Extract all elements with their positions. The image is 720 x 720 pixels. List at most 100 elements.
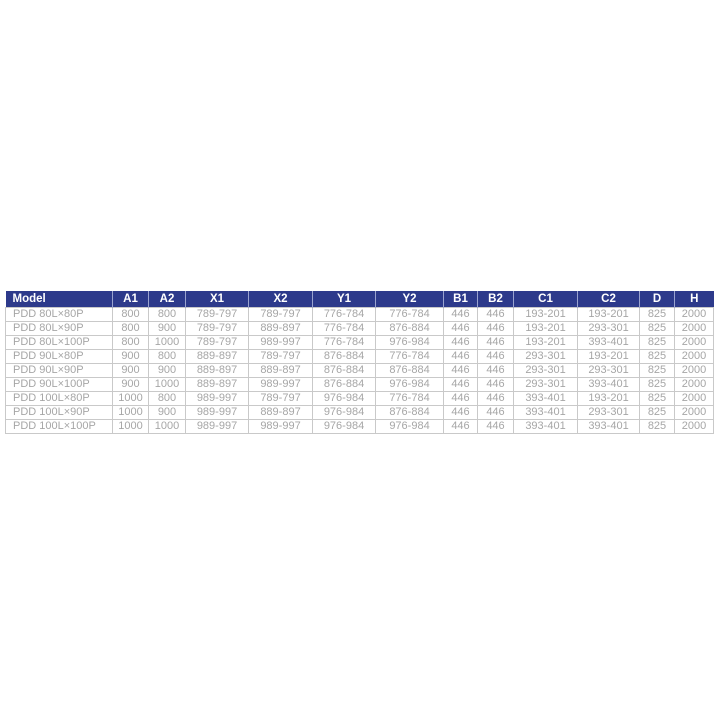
cell-x2: 789-797 <box>248 391 313 406</box>
table-row: PDD 80L×80P 800 800 789-797 789-797 776-784 77… <box>5 307 714 322</box>
column-header-d: D <box>639 291 675 308</box>
column-header-y1: Y1 <box>312 291 376 308</box>
cell-d: 825 <box>639 335 675 350</box>
cell-x2: 889-897 <box>248 405 313 420</box>
cell-x1: 889-897 <box>185 377 249 392</box>
cell-x1: 989-997 <box>185 391 249 406</box>
cell-c1: 393-401 <box>513 405 578 420</box>
cell-b2: 446 <box>477 377 514 392</box>
cell-x2: 989-997 <box>248 419 313 434</box>
cell-y2: 776-784 <box>375 391 444 406</box>
cell-c2: 193-201 <box>577 391 640 406</box>
cell-a2: 900 <box>148 321 186 336</box>
cell-a2: 900 <box>148 363 186 378</box>
cell-d: 825 <box>639 349 675 364</box>
cell-y2: 976-984 <box>375 377 444 392</box>
cell-y2: 876-884 <box>375 321 444 336</box>
column-header-y2: Y2 <box>375 291 444 308</box>
cell-x1: 989-997 <box>185 405 249 420</box>
cell-h: 2000 <box>674 391 714 406</box>
table-row: PDD 100L×90P 1000 900 989-997 889-897 976-984… <box>5 405 714 420</box>
cell-a2: 800 <box>148 391 186 406</box>
cell-d: 825 <box>639 377 675 392</box>
cell-model: PDD 90L×90P <box>5 363 113 378</box>
cell-c1: 293-301 <box>513 363 578 378</box>
cell-h: 2000 <box>674 307 714 322</box>
cell-d: 825 <box>639 307 675 322</box>
cell-d: 825 <box>639 405 675 420</box>
cell-y1: 876-884 <box>312 363 376 378</box>
column-header-c1: C1 <box>513 291 578 308</box>
column-header-b2: B2 <box>477 291 514 308</box>
cell-y2: 976-984 <box>375 335 444 350</box>
cell-a2: 1000 <box>148 419 186 434</box>
cell-y2: 876-884 <box>375 405 444 420</box>
cell-y1: 776-784 <box>312 321 376 336</box>
cell-x1: 989-997 <box>185 419 249 434</box>
cell-b1: 446 <box>443 335 478 350</box>
cell-c2: 193-201 <box>577 349 640 364</box>
header-row: Model A1 A2 X1 X2 Y1 Y2 B1 B2 C1 C2 D H <box>5 291 714 308</box>
cell-b1: 446 <box>443 419 478 434</box>
column-header-model: Model <box>5 291 113 308</box>
cell-h: 2000 <box>674 349 714 364</box>
cell-a1: 800 <box>112 321 149 336</box>
cell-a2: 900 <box>148 405 186 420</box>
cell-c1: 393-401 <box>513 419 578 434</box>
cell-y1: 976-984 <box>312 405 376 420</box>
table-body: PDD 80L×80P 800 800 789-797 789-797 776-784 77… <box>5 307 714 434</box>
cell-c2: 393-401 <box>577 419 640 434</box>
cell-model: PDD 100L×100P <box>5 419 113 434</box>
cell-x2: 789-797 <box>248 307 313 322</box>
cell-c2: 293-301 <box>577 363 640 378</box>
table-row: PDD 100L×100P 1000 1000 989-997 989-997 976-9… <box>5 419 714 434</box>
cell-a1: 1000 <box>112 391 149 406</box>
cell-c1: 393-401 <box>513 391 578 406</box>
cell-c2: 393-401 <box>577 377 640 392</box>
column-header-h: H <box>674 291 714 308</box>
cell-c2: 193-201 <box>577 307 640 322</box>
cell-a1: 1000 <box>112 405 149 420</box>
cell-b1: 446 <box>443 307 478 322</box>
table-row: PDD 80L×100P 800 1000 789-797 989-997 776-784… <box>5 335 714 350</box>
cell-y2: 776-784 <box>375 307 444 322</box>
column-header-a1: A1 <box>112 291 149 308</box>
column-header-x2: X2 <box>248 291 313 308</box>
cell-x2: 889-897 <box>248 321 313 336</box>
cell-b1: 446 <box>443 363 478 378</box>
cell-c1: 293-301 <box>513 377 578 392</box>
cell-b2: 446 <box>477 307 514 322</box>
cell-b1: 446 <box>443 391 478 406</box>
cell-d: 825 <box>639 363 675 378</box>
cell-y2: 976-984 <box>375 419 444 434</box>
cell-a2: 1000 <box>148 377 186 392</box>
cell-x2: 989-997 <box>248 335 313 350</box>
cell-b2: 446 <box>477 391 514 406</box>
table-row: PDD 100L×80P 1000 800 989-997 789-797 976-984… <box>5 391 714 406</box>
cell-c1: 193-201 <box>513 321 578 336</box>
cell-d: 825 <box>639 419 675 434</box>
cell-a2: 800 <box>148 307 186 322</box>
cell-c2: 393-401 <box>577 335 640 350</box>
cell-b1: 446 <box>443 321 478 336</box>
table-row: PDD 90L×80P 900 800 889-897 789-797 876-884 77… <box>5 349 714 364</box>
table-row: PDD 90L×90P 900 900 889-897 889-897 876-884 87… <box>5 363 714 378</box>
cell-x1: 789-797 <box>185 307 249 322</box>
table-row: PDD 90L×100P 900 1000 889-897 989-997 876-884… <box>5 377 714 392</box>
cell-b2: 446 <box>477 419 514 434</box>
cell-h: 2000 <box>674 335 714 350</box>
cell-x1: 889-897 <box>185 363 249 378</box>
table-row: PDD 80L×90P 800 900 789-797 889-897 776-784 87… <box>5 321 714 336</box>
cell-b2: 446 <box>477 405 514 420</box>
cell-y1: 976-984 <box>312 419 376 434</box>
column-header-c2: C2 <box>577 291 640 308</box>
cell-d: 825 <box>639 321 675 336</box>
cell-c1: 193-201 <box>513 335 578 350</box>
column-header-x1: X1 <box>185 291 249 308</box>
cell-y2: 776-784 <box>375 349 444 364</box>
cell-model: PDD 90L×80P <box>5 349 113 364</box>
cell-x1: 789-797 <box>185 335 249 350</box>
cell-a1: 900 <box>112 363 149 378</box>
cell-b2: 446 <box>477 321 514 336</box>
spec-table: Model A1 A2 X1 X2 Y1 Y2 B1 B2 C1 C2 D H PDD 80L×80P 8… <box>5 291 714 434</box>
